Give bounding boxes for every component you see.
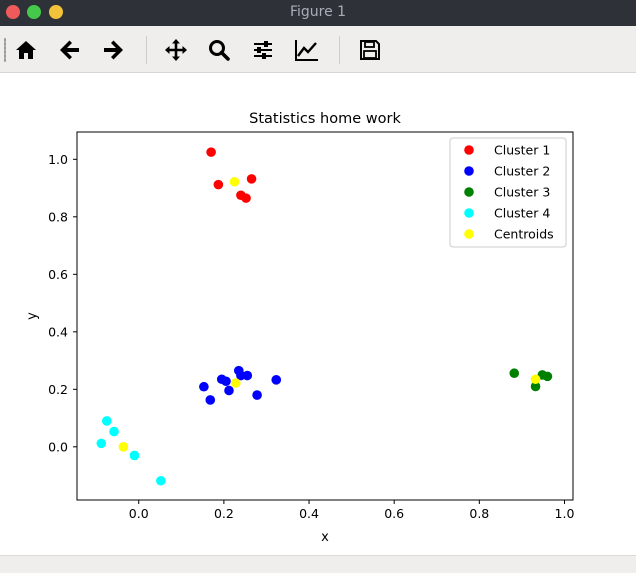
home-button[interactable] bbox=[10, 34, 42, 66]
data-point-series-3-3 bbox=[129, 450, 140, 461]
data-point-series-2-1 bbox=[530, 381, 541, 392]
data-point-series-4-2 bbox=[118, 442, 129, 452]
toolbar-separator bbox=[146, 36, 147, 64]
scatter-chart: Statistics home work 0.0 0.2 0.4 0.6 0.8 1.0 … bbox=[25, 111, 575, 545]
save-icon bbox=[360, 40, 380, 60]
data-point-series-3-0 bbox=[96, 438, 107, 449]
y-axis: 0.0 0.2 0.4 0.6 0.8 1.0 bbox=[48, 152, 77, 454]
toolbar bbox=[0, 26, 636, 73]
data-point-series-0-4 bbox=[246, 174, 257, 184]
x-tick-label: 0.8 bbox=[469, 506, 489, 521]
save-button[interactable] bbox=[354, 34, 386, 66]
y-tick-label: 0.8 bbox=[48, 209, 68, 224]
legend-label: Cluster 1 bbox=[494, 143, 550, 158]
chart-title: Statistics home work bbox=[249, 111, 401, 127]
x-tick-label: 0.0 bbox=[129, 506, 149, 521]
pan-icon bbox=[165, 39, 187, 61]
data-point-series-4-3 bbox=[530, 374, 541, 385]
data-point-series-3-4 bbox=[156, 475, 166, 486]
data-point-series-3-1 bbox=[102, 416, 112, 426]
pan-button[interactable] bbox=[160, 34, 192, 66]
window-titlebar: Figure 1 bbox=[0, 0, 636, 26]
y-tick-label: 1.0 bbox=[48, 152, 68, 167]
legend-label: Cluster 2 bbox=[494, 164, 550, 179]
legend-marker bbox=[464, 208, 474, 218]
back-button[interactable] bbox=[54, 34, 86, 66]
subplots-button[interactable] bbox=[247, 34, 279, 66]
toolbar-separator bbox=[339, 36, 340, 64]
legend-marker bbox=[464, 187, 474, 197]
y-tick-label: 0.2 bbox=[48, 382, 68, 397]
y-tick-label: 0.4 bbox=[48, 324, 68, 339]
data-point-series-1-3 bbox=[221, 376, 231, 387]
legend-box bbox=[449, 137, 567, 248]
data-point-series-4-0 bbox=[229, 176, 240, 187]
legend-marker bbox=[464, 229, 474, 239]
x-tick-label: 1.0 bbox=[555, 506, 575, 521]
data-point-series-1-0 bbox=[199, 381, 209, 392]
legend-label: Centroids bbox=[494, 227, 554, 242]
window-title: Figure 1 bbox=[289, 4, 347, 20]
maximize-window-button[interactable] bbox=[27, 5, 41, 19]
y-tick-label: 0.0 bbox=[48, 439, 68, 454]
forward-icon bbox=[104, 40, 123, 60]
back-icon bbox=[60, 40, 79, 60]
toolbar-grip[interactable] bbox=[4, 38, 6, 62]
figure-canvas[interactable]: Statistics home work 0.0 0.2 0.4 0.6 0.8 1.0 … bbox=[0, 73, 636, 555]
x-axis-label: x bbox=[321, 530, 329, 545]
data-point-series-2-0 bbox=[509, 368, 520, 379]
minimize-window-button[interactable] bbox=[49, 5, 63, 19]
home-icon bbox=[16, 41, 36, 59]
data-point-series-0-3 bbox=[241, 193, 251, 203]
legend: Cluster 1 Cluster 2 Cluster 3 Cluster 4 Cent… bbox=[449, 137, 567, 248]
x-tick-label: 0.6 bbox=[384, 506, 404, 521]
forward-button[interactable] bbox=[97, 34, 129, 66]
data-point-series-1-1 bbox=[205, 395, 216, 405]
zoom-icon bbox=[209, 40, 230, 61]
data-point-series-0-1 bbox=[213, 179, 224, 190]
status-bar bbox=[0, 555, 636, 573]
data-point-series-1-4 bbox=[224, 385, 234, 396]
legend-label: Cluster 3 bbox=[494, 185, 550, 200]
legend-label: Cluster 4 bbox=[494, 206, 550, 221]
edit-axis-button[interactable] bbox=[291, 34, 323, 66]
x-tick-label: 0.2 bbox=[214, 506, 234, 521]
data-point-series-0-0 bbox=[206, 147, 216, 157]
edit-axis-icon bbox=[295, 40, 318, 61]
x-tick-label: 0.4 bbox=[299, 506, 319, 521]
x-axis: 0.0 0.2 0.4 0.6 0.8 1.0 bbox=[129, 500, 575, 521]
y-tick-label: 0.6 bbox=[48, 267, 68, 282]
subplots-icon bbox=[254, 41, 272, 59]
data-point-series-2-3 bbox=[542, 371, 553, 382]
data-point-series-4-1 bbox=[231, 378, 241, 388]
data-point-series-1-7 bbox=[242, 370, 253, 381]
y-axis-label: y bbox=[25, 312, 40, 320]
zoom-button[interactable] bbox=[203, 34, 235, 66]
legend-marker bbox=[464, 145, 474, 155]
chart-marks bbox=[96, 147, 553, 486]
close-window-button[interactable] bbox=[6, 5, 20, 19]
data-point-series-3-2 bbox=[109, 426, 119, 437]
data-point-series-1-9 bbox=[271, 375, 282, 385]
plot-frame bbox=[76, 131, 574, 501]
data-point-series-1-8 bbox=[252, 390, 262, 400]
legend-marker bbox=[464, 166, 474, 176]
